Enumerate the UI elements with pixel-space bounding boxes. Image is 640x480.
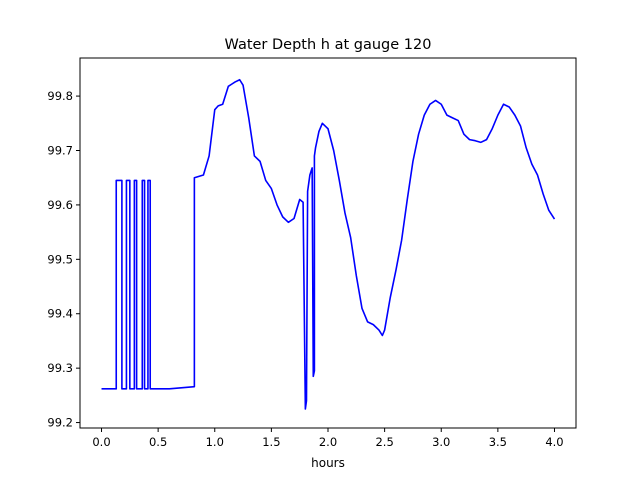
x-tick-label: 3.5 — [489, 435, 507, 449]
x-tick-label: 2.0 — [319, 435, 337, 449]
x-tick-label: 0.5 — [149, 435, 167, 449]
y-tick-label: 99.7 — [47, 144, 73, 158]
x-tick-label: 1.0 — [206, 435, 224, 449]
chart-title: Water Depth h at gauge 120 — [225, 37, 432, 53]
y-tick-label: 99.5 — [47, 252, 73, 266]
x-tick-label: 0.0 — [92, 435, 110, 449]
x-tick-label: 3.0 — [432, 435, 450, 449]
y-tick-label: 99.6 — [47, 198, 73, 212]
y-tick-label: 99.3 — [47, 361, 73, 375]
y-tick-label: 99.8 — [47, 89, 73, 103]
data-layer — [101, 78, 556, 410]
y-tick-label: 99.4 — [47, 307, 73, 321]
x-axis: 0.0 0.5 1.0 1.5 2.0 2.5 3.0 3.5 4.0 — [92, 428, 564, 449]
x-tick-label: 2.5 — [375, 435, 393, 449]
y-axis: 99.2 99.3 99.4 99.5 99.6 99.7 99.8 — [47, 89, 80, 430]
y-tick-label: 99.2 — [47, 416, 73, 430]
series-line-0 — [101, 78, 556, 410]
x-axis-label: hours — [311, 456, 345, 470]
x-tick-label: 1.5 — [262, 435, 280, 449]
x-tick-label: 4.0 — [545, 435, 563, 449]
